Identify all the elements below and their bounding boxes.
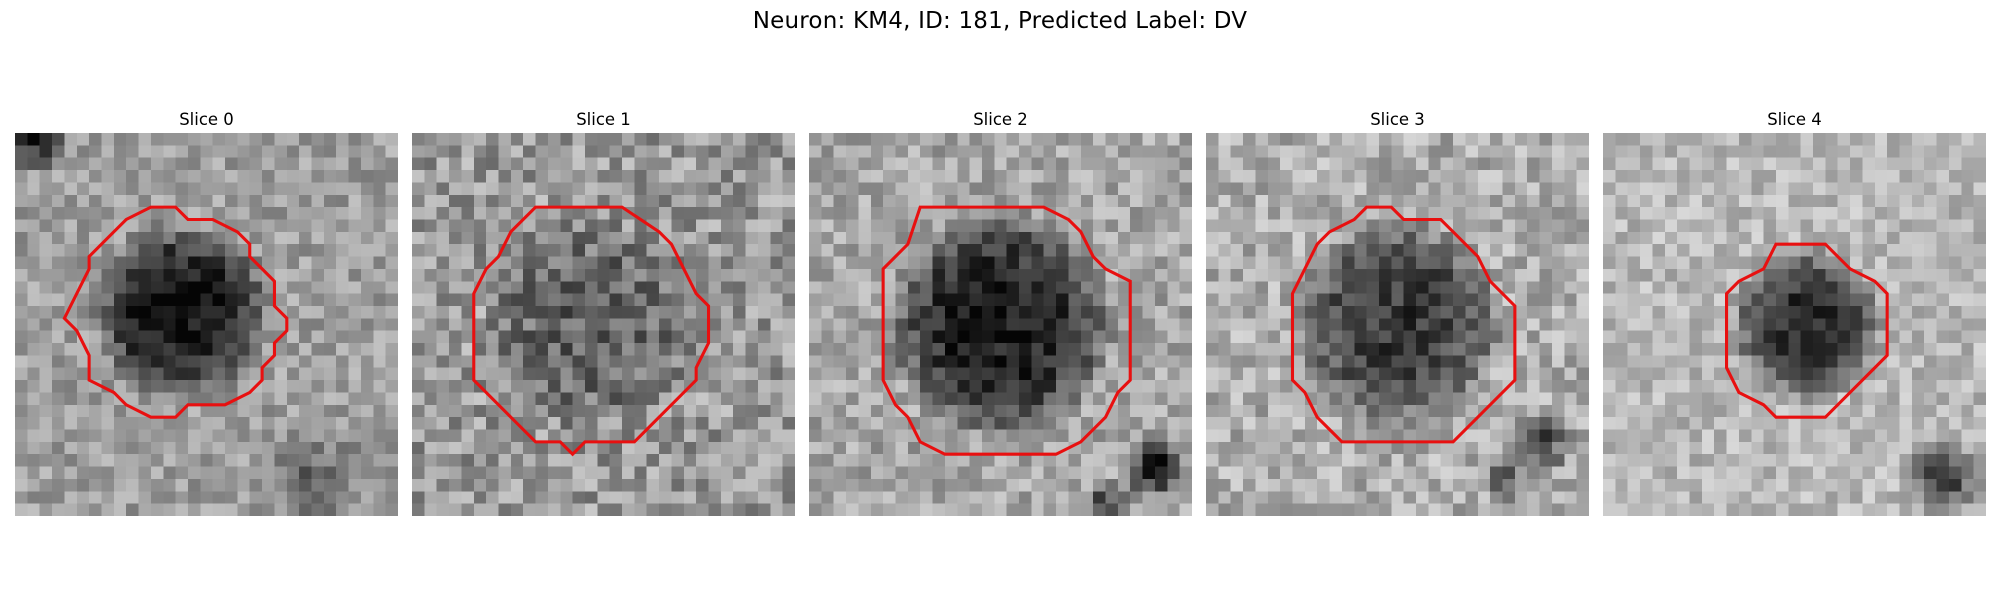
cell-contour xyxy=(1290,205,1517,444)
cell-contour xyxy=(62,205,289,419)
slice-image-2 xyxy=(809,133,1192,516)
slice-panel-4: Slice 4 xyxy=(1603,108,1986,516)
cell-contour xyxy=(472,205,711,457)
slice-title: Slice 0 xyxy=(179,110,234,129)
slice-image-4 xyxy=(1603,133,1986,516)
slice-panel-0: Slice 0 xyxy=(15,108,398,516)
slice-panel-1: Slice 1 xyxy=(412,108,795,516)
slice-title: Slice 1 xyxy=(576,110,631,129)
slice-title: Slice 3 xyxy=(1370,110,1425,129)
cell-contour xyxy=(881,205,1132,456)
figure-title: Neuron: KM4, ID: 181, Predicted Label: D… xyxy=(752,8,1248,34)
slice-image-0 xyxy=(15,133,398,516)
slice-image-3 xyxy=(1206,133,1589,516)
slice-title: Slice 4 xyxy=(1767,110,1822,129)
slice-image-1 xyxy=(412,133,795,516)
slice-panel-2: Slice 2 xyxy=(809,108,1192,516)
slice-title: Slice 2 xyxy=(973,110,1028,129)
slice-panel-3: Slice 3 xyxy=(1206,108,1589,516)
cell-contour xyxy=(1725,242,1889,419)
